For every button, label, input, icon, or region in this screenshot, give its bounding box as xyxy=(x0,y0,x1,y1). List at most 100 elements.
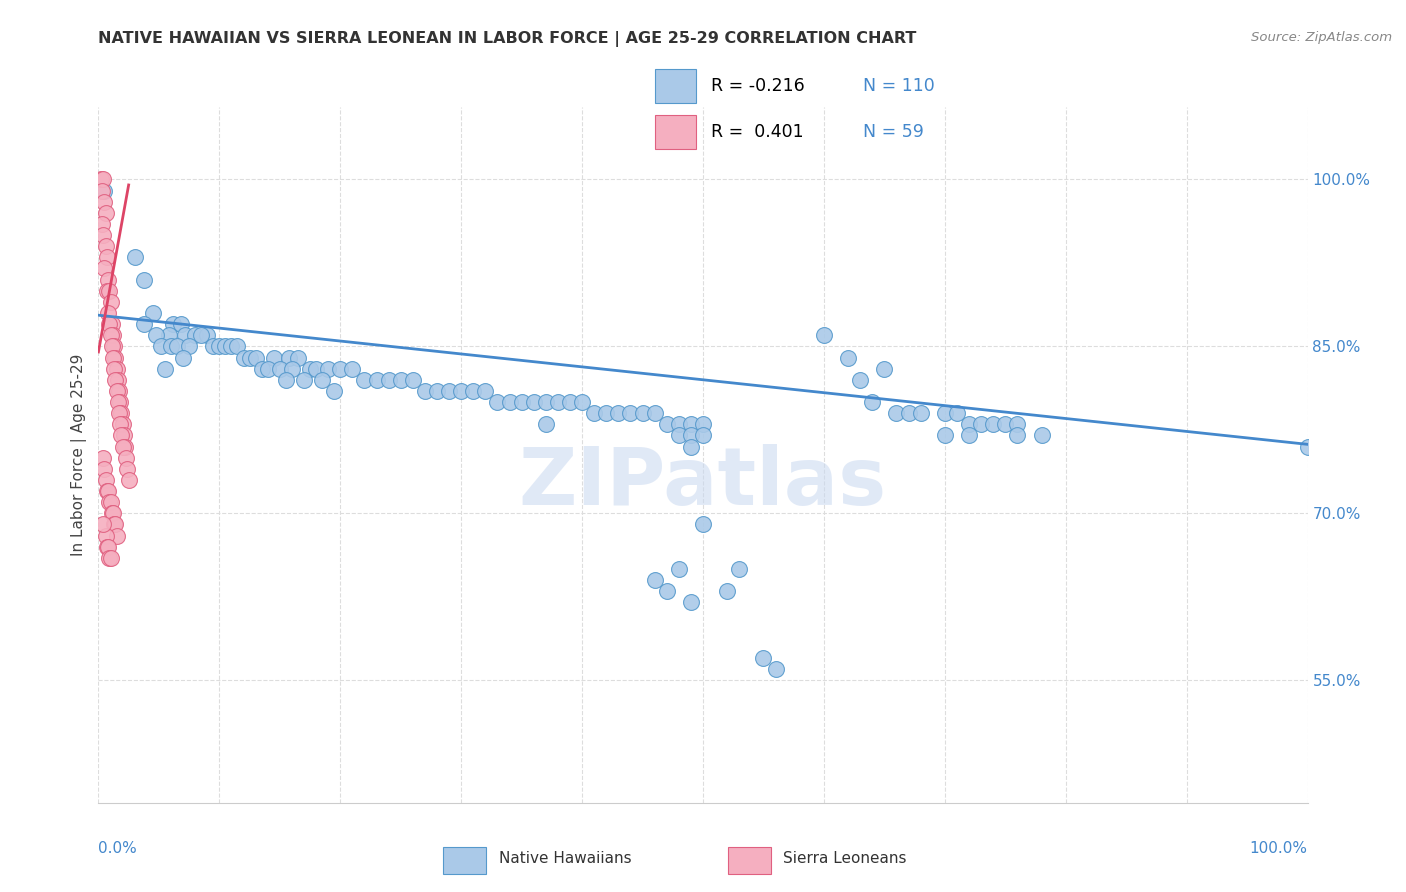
Point xyxy=(595,406,617,420)
Y-axis label: In Labor Force | Age 25-29: In Labor Force | Age 25-29 xyxy=(72,354,87,556)
Point xyxy=(274,373,297,387)
Point xyxy=(91,450,114,465)
Point xyxy=(134,272,156,286)
Point xyxy=(100,507,122,521)
Point xyxy=(934,406,956,420)
Point xyxy=(1007,417,1029,432)
Bar xyxy=(443,847,486,874)
Point xyxy=(716,584,738,599)
Point xyxy=(115,450,138,465)
Point xyxy=(91,217,114,231)
Point xyxy=(353,373,375,387)
Point xyxy=(389,373,412,387)
Point xyxy=(366,373,388,387)
Point xyxy=(114,440,136,454)
Point xyxy=(111,417,134,432)
Text: NATIVE HAWAIIAN VS SIERRA LEONEAN IN LABOR FORCE | AGE 25-29 CORRELATION CHART: NATIVE HAWAIIAN VS SIERRA LEONEAN IN LAB… xyxy=(98,31,917,47)
Point xyxy=(179,339,201,353)
Point xyxy=(100,328,122,343)
Point xyxy=(426,384,449,398)
Text: ZIPatlas: ZIPatlas xyxy=(519,443,887,522)
Point xyxy=(157,328,180,343)
Point xyxy=(169,317,191,331)
Point xyxy=(110,406,132,420)
Text: R = -0.216: R = -0.216 xyxy=(710,77,804,95)
Point xyxy=(934,428,956,442)
Point xyxy=(668,417,690,432)
Point xyxy=(97,484,120,499)
Point xyxy=(668,562,690,576)
Point xyxy=(402,373,425,387)
Point xyxy=(100,495,122,509)
Point xyxy=(474,384,496,398)
Text: 100.0%: 100.0% xyxy=(1250,841,1308,856)
Text: R =  0.401: R = 0.401 xyxy=(710,123,803,141)
Point xyxy=(91,517,114,532)
Point xyxy=(547,395,569,409)
Point xyxy=(644,573,666,587)
Point xyxy=(994,417,1017,432)
Text: N = 59: N = 59 xyxy=(863,123,924,141)
Point xyxy=(692,428,714,442)
Point xyxy=(107,395,129,409)
Point xyxy=(101,328,124,343)
Point xyxy=(498,395,520,409)
Point xyxy=(105,361,128,376)
Point xyxy=(103,339,125,353)
Point xyxy=(583,406,606,420)
Point xyxy=(100,550,122,565)
Point xyxy=(96,484,118,499)
Point xyxy=(97,540,120,554)
Point xyxy=(162,317,184,331)
Point xyxy=(534,417,557,432)
Point xyxy=(413,384,436,398)
Point xyxy=(124,250,146,264)
Point xyxy=(292,373,315,387)
Point xyxy=(98,550,121,565)
Point xyxy=(134,317,156,331)
Point xyxy=(98,317,121,331)
Point xyxy=(463,384,485,398)
Point xyxy=(117,462,139,476)
Point xyxy=(287,351,309,365)
Point xyxy=(93,462,115,476)
Point xyxy=(166,339,188,353)
Point xyxy=(281,361,304,376)
Point xyxy=(105,528,128,542)
Point xyxy=(91,172,114,186)
Text: N = 110: N = 110 xyxy=(863,77,935,95)
Point xyxy=(101,351,124,365)
Point xyxy=(752,651,775,665)
Point xyxy=(103,361,125,376)
Point xyxy=(91,228,114,243)
Point xyxy=(311,373,333,387)
Point xyxy=(728,562,751,576)
Point xyxy=(886,406,908,420)
Point xyxy=(278,351,301,365)
Point xyxy=(202,339,225,353)
Point xyxy=(873,361,896,376)
Point xyxy=(655,417,678,432)
Point xyxy=(1296,440,1319,454)
Point xyxy=(111,440,134,454)
Point xyxy=(190,328,212,343)
Text: Native Hawaiians: Native Hawaiians xyxy=(499,851,631,866)
Point xyxy=(214,339,236,353)
Point xyxy=(644,406,666,420)
Point xyxy=(94,528,117,542)
Point xyxy=(104,373,127,387)
Point xyxy=(571,395,593,409)
Point xyxy=(105,384,128,398)
Point xyxy=(221,339,243,353)
Point xyxy=(98,284,121,298)
Point xyxy=(813,328,835,343)
Point xyxy=(160,339,183,353)
Point xyxy=(97,306,120,320)
Point xyxy=(377,373,399,387)
Point xyxy=(765,662,787,676)
Point xyxy=(150,339,173,353)
Point xyxy=(679,595,702,609)
Point xyxy=(108,406,131,420)
Point xyxy=(849,373,872,387)
Point xyxy=(679,440,702,454)
